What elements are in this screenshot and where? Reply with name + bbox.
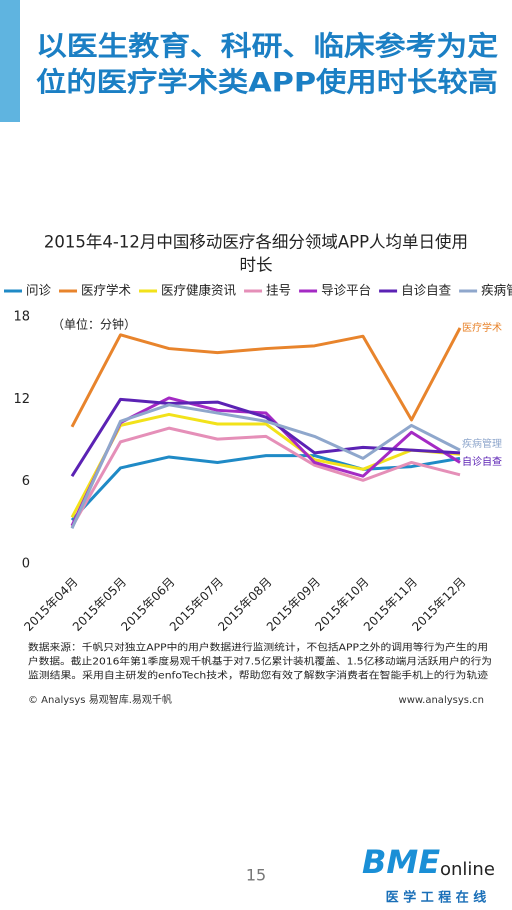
end-label: 自诊自查 — [462, 455, 502, 468]
page-title: 位的医疗学术类APP使用时长较高 — [36, 67, 498, 99]
legend-label: 问诊 — [26, 283, 52, 298]
legend-label: 导诊平台 — [321, 283, 371, 298]
series-line — [70, 412, 461, 519]
logo-suffix: online — [440, 859, 495, 880]
legend-label: 挂号 — [266, 283, 291, 298]
y-tick-label: 0 — [22, 557, 30, 572]
legend-label: 疾病管理 — [481, 283, 512, 298]
series-line — [70, 397, 461, 477]
page-number: 15 — [246, 866, 266, 885]
footnote: 数据来源：千帆只对独立APP中的用户数据进行监测统计，不包括APP之外的调用等行… — [28, 642, 488, 654]
logo-brand: BME — [362, 843, 440, 881]
y-tick-label: 12 — [13, 392, 30, 407]
series-line — [70, 403, 461, 529]
footnote: 户数据。截止2016年第1季度易观千帆基于对7.5亿累计装机覆盖、1.5亿移动端… — [28, 656, 492, 668]
legend-label: 医疗学术 — [81, 283, 132, 298]
legend-label: 自诊自查 — [401, 283, 452, 298]
source: © Analysys 易观智库.易观千帆 — [28, 693, 172, 706]
y-tick-label: 6 — [22, 474, 30, 489]
logo-tagline: 医 学 工 程 在 线 — [386, 890, 487, 906]
chart-title: 2015年4-12月中国移动医疗各细分领域APP人均单日使用 — [44, 233, 468, 252]
chart-title: 时长 — [240, 256, 273, 275]
footnote: 监测结果。采用自主研发的enfoTech技术，帮助您有效了解数字消费者在智能手机… — [28, 670, 489, 682]
series-line — [70, 426, 461, 528]
title-stripe — [0, 0, 20, 122]
end-label: 疾病管理 — [462, 437, 502, 450]
page-title: 以医生教育、科研、临床参考为定 — [36, 31, 498, 63]
y-tick-label: 18 — [13, 310, 30, 325]
website: www.analysys.cn — [399, 695, 484, 706]
legend-label: 医疗健康资讯 — [161, 283, 237, 298]
series-line — [70, 327, 462, 428]
unit-label: （单位：分钟） — [52, 317, 136, 332]
end-label: 医疗学术 — [462, 321, 502, 334]
